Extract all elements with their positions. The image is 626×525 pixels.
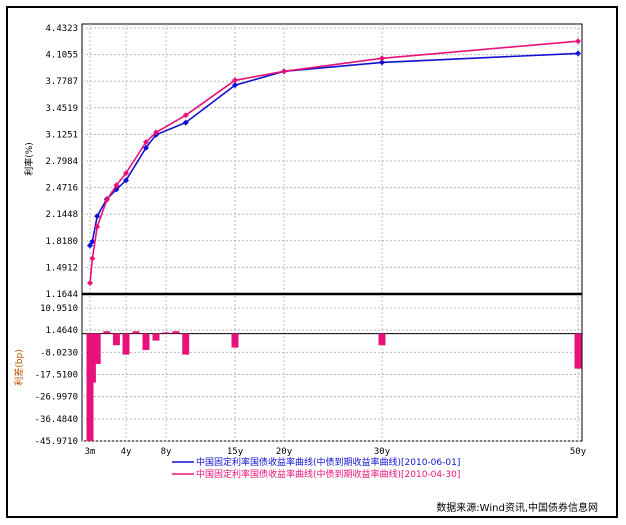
series-point bbox=[89, 238, 96, 245]
x-tick-label: 50y bbox=[570, 447, 587, 457]
y-tick-label-upper: 2.1448 bbox=[45, 210, 78, 220]
x-tick-label: 15y bbox=[227, 447, 244, 457]
spread-bar bbox=[162, 332, 170, 334]
series-point bbox=[87, 279, 93, 286]
source-note: 数据来源:Wind资讯,中国债券信息网 bbox=[436, 501, 598, 514]
series-point bbox=[103, 196, 110, 203]
series-point bbox=[153, 129, 159, 136]
spread-bar bbox=[574, 333, 582, 369]
x-tick-label: 4y bbox=[121, 447, 132, 457]
spread-bar bbox=[112, 333, 120, 346]
y-axis-label-lower: 利差(bp) bbox=[13, 349, 25, 385]
y-tick-label-lower: -45.9710 bbox=[35, 437, 78, 447]
spread-bar bbox=[152, 333, 160, 341]
series-point bbox=[123, 177, 129, 184]
series-point bbox=[94, 213, 101, 220]
y-tick-label-lower: -36.4840 bbox=[35, 415, 78, 425]
series-point bbox=[182, 112, 189, 119]
spread-bar bbox=[132, 331, 140, 334]
series-point bbox=[575, 38, 581, 45]
series-point bbox=[143, 139, 149, 146]
series-point bbox=[94, 223, 101, 230]
y-tick-label-upper: 2.7984 bbox=[45, 157, 78, 167]
y-tick-label-upper: 1.1644 bbox=[45, 290, 78, 300]
y-tick-label-upper: 3.7787 bbox=[45, 77, 78, 87]
spread-bar bbox=[88, 333, 96, 383]
series-point bbox=[87, 242, 93, 249]
y-tick-label-upper: 4.4323 bbox=[45, 24, 78, 34]
series-point bbox=[143, 144, 149, 151]
x-tick-label: 30y bbox=[374, 447, 391, 457]
series-point bbox=[232, 77, 238, 84]
series-point bbox=[281, 68, 287, 75]
y-tick-label-upper: 4.1055 bbox=[45, 51, 78, 61]
series-point bbox=[232, 82, 238, 89]
spread-bar bbox=[142, 333, 150, 350]
spread-bar bbox=[231, 333, 239, 348]
x-tick-label: 3m bbox=[85, 447, 96, 457]
yield-curve-chart: 4.4323 4.1055 3.7787 3.4519 3.1251 2.7984 2.47… bbox=[13, 23, 598, 514]
series-point bbox=[575, 50, 581, 57]
spread-bar bbox=[103, 331, 111, 334]
y-tick-label-lower: 10.9510 bbox=[40, 304, 78, 314]
x-tick-label: 8y bbox=[161, 447, 172, 457]
spread-bar bbox=[86, 333, 94, 441]
y-axis-label-upper: 利率(%) bbox=[23, 142, 35, 176]
y-tick-label-lower: -17.5100 bbox=[35, 371, 78, 381]
series-point bbox=[123, 170, 129, 177]
y-tick-label-lower: -8.0230 bbox=[40, 348, 78, 358]
spread-bar bbox=[93, 333, 101, 364]
spread-bar bbox=[378, 333, 386, 346]
x-tick-label: 20y bbox=[276, 447, 293, 457]
series-point bbox=[379, 59, 385, 66]
y-tick-label-upper: 1.4912 bbox=[45, 263, 78, 273]
y-tick-label-lower: -26.9970 bbox=[35, 393, 78, 403]
spread-bar bbox=[182, 333, 190, 355]
y-tick-label-upper: 1.8180 bbox=[45, 237, 78, 247]
series-point bbox=[182, 119, 189, 126]
series-point bbox=[379, 55, 385, 62]
y-tick-label-upper: 3.4519 bbox=[45, 104, 78, 114]
spread-bar bbox=[122, 333, 130, 355]
series-point bbox=[113, 182, 120, 189]
y-tick-label-lower: 1.4640 bbox=[45, 326, 78, 336]
y-tick-label-upper: 3.1251 bbox=[45, 130, 78, 140]
plot-area bbox=[81, 23, 583, 442]
y-tick-label-upper: 2.4716 bbox=[45, 184, 78, 194]
spread-bar bbox=[172, 331, 180, 334]
legend-label: 中国固定利率国债收益率曲线(中债到期收益率曲线)[2010-06-01] bbox=[196, 456, 460, 468]
legend-label: 中国固定利率国债收益率曲线(中债到期收益率曲线)[2010-04-30] bbox=[196, 468, 460, 480]
chart-frame: 4.4323 4.1055 3.7787 3.4519 3.1251 2.7984 2.47… bbox=[6, 6, 618, 518]
